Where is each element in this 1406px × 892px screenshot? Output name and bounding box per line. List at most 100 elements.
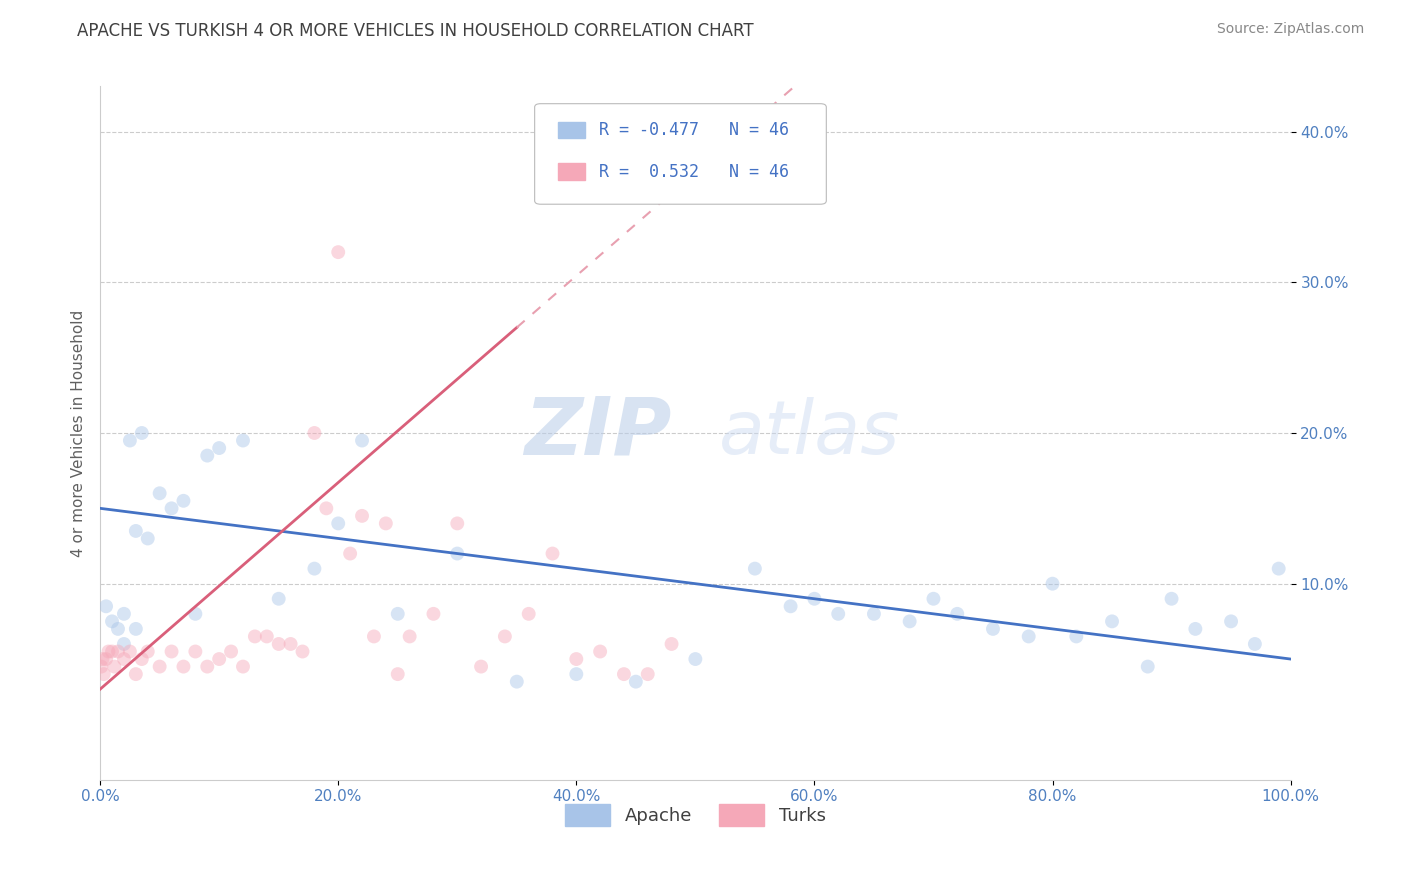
Point (256, 629, 278, 643)
Point (946, 607, 969, 621)
Point (744, 561, 766, 575)
Point (149, 486, 172, 500)
Point (446, 547, 468, 561)
Point (280, 637, 302, 651)
Point (131, 652, 153, 666)
Point (541, 547, 564, 561)
Point (195, 449, 218, 463)
Point (112, 607, 135, 621)
Point (125, 622, 148, 636)
Point (565, 652, 588, 666)
Point (1267, 561, 1289, 575)
Point (803, 591, 825, 606)
Point (624, 674, 647, 689)
Point (291, 644, 314, 658)
Point (422, 607, 444, 621)
Point (101, 615, 124, 629)
Point (922, 591, 945, 606)
Point (267, 591, 290, 606)
Point (232, 434, 254, 448)
Point (125, 667, 148, 681)
Point (1101, 615, 1123, 629)
Point (94, 599, 117, 614)
Point (195, 659, 218, 673)
Point (112, 637, 135, 651)
Point (779, 599, 801, 614)
Point (172, 493, 194, 508)
Point (613, 667, 636, 681)
Point (494, 629, 516, 643)
Point (160, 501, 183, 516)
Point (470, 659, 492, 673)
Point (91, 652, 114, 666)
Point (1160, 591, 1182, 606)
Point (374, 516, 396, 531)
Point (827, 607, 849, 621)
Point (136, 532, 159, 546)
Point (363, 629, 385, 643)
Point (125, 524, 148, 538)
Point (328, 516, 350, 531)
Text: R = -0.477   N = 46: R = -0.477 N = 46 (599, 121, 789, 139)
Text: atlas: atlas (720, 397, 901, 469)
Point (1184, 622, 1206, 636)
Point (184, 607, 207, 621)
Point (94, 652, 117, 666)
Point (136, 644, 159, 658)
Point (661, 637, 683, 651)
Point (304, 561, 326, 575)
Point (172, 659, 194, 673)
Bar (558, 163, 585, 180)
Point (339, 547, 361, 561)
Bar (558, 121, 585, 138)
Legend: Apache, Turks: Apache, Turks (558, 797, 832, 833)
Point (387, 607, 409, 621)
Point (219, 644, 242, 658)
Point (350, 434, 373, 448)
Point (118, 644, 141, 658)
Point (981, 622, 1004, 636)
Point (131, 425, 153, 440)
Text: Source: ZipAtlas.com: Source: ZipAtlas.com (1216, 22, 1364, 37)
Point (93, 667, 115, 681)
Point (517, 607, 540, 621)
Point (160, 644, 183, 658)
Point (118, 434, 141, 448)
Point (90, 659, 112, 673)
Point (1018, 629, 1040, 643)
Point (243, 629, 266, 643)
Point (184, 644, 207, 658)
Point (315, 501, 337, 516)
Point (1042, 576, 1064, 591)
Point (589, 644, 612, 658)
Text: APACHE VS TURKISH 4 OR MORE VEHICLES IN HOUSEHOLD CORRELATION CHART: APACHE VS TURKISH 4 OR MORE VEHICLES IN … (77, 22, 754, 40)
Point (863, 607, 886, 621)
Point (565, 667, 588, 681)
Point (97, 644, 120, 658)
FancyBboxPatch shape (534, 103, 827, 204)
Point (149, 659, 172, 673)
Point (398, 629, 420, 643)
Point (232, 659, 254, 673)
Point (685, 652, 707, 666)
Point (107, 622, 129, 636)
Point (387, 667, 409, 681)
Point (112, 652, 135, 666)
Point (1136, 659, 1159, 673)
Point (304, 425, 326, 440)
Point (898, 615, 921, 629)
Point (1244, 637, 1267, 651)
Y-axis label: 4 or more Vehicles in Household: 4 or more Vehicles in Household (72, 310, 86, 557)
Point (101, 644, 124, 658)
Text: ZIP: ZIP (524, 394, 672, 472)
Point (107, 644, 129, 658)
Point (637, 667, 659, 681)
Point (1220, 615, 1243, 629)
Point (328, 245, 350, 260)
Point (1066, 629, 1088, 643)
Point (267, 637, 290, 651)
Point (446, 516, 468, 531)
Text: R =  0.532   N = 46: R = 0.532 N = 46 (599, 162, 789, 180)
Point (208, 652, 231, 666)
Point (103, 659, 125, 673)
